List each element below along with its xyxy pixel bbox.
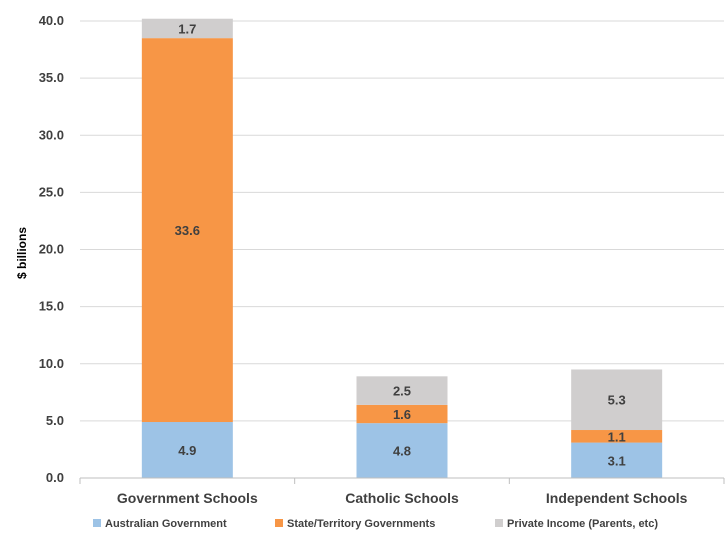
data-label: 4.9 <box>178 443 196 458</box>
y-tick-label: 5.0 <box>46 413 64 428</box>
y-tick-label: 15.0 <box>39 299 64 314</box>
data-label: 1.6 <box>393 407 411 422</box>
data-label: 33.6 <box>175 223 200 238</box>
data-label: 1.7 <box>178 21 196 36</box>
bars <box>141 18 663 478</box>
bar-segment <box>141 422 233 478</box>
x-axis: Government Schools Catholic Schools Indepe… <box>79 477 725 506</box>
bar-segment <box>356 376 448 405</box>
data-label: 4.8 <box>393 444 411 459</box>
y-tick-label: 0.0 <box>46 470 64 485</box>
legend-swatch <box>495 519 503 527</box>
y-tick-label: 35.0 <box>39 70 64 85</box>
x-category-label: Independent Schools <box>546 490 688 506</box>
legend-label: State/Territory Governments <box>287 518 435 530</box>
bar-segment <box>141 38 233 423</box>
data-label: 1.1 <box>608 429 626 444</box>
bar-segment <box>356 404 448 424</box>
bar-segment <box>571 430 663 443</box>
legend: Australian Government State/Territory Gov… <box>93 518 658 530</box>
legend-label: Australian Government <box>105 518 227 530</box>
bar-segment <box>356 423 448 478</box>
x-category-label: Government Schools <box>117 490 258 506</box>
y-tick-label: 40.0 <box>39 13 64 28</box>
bar-segment <box>571 442 663 478</box>
y-tick-label: 10.0 <box>39 356 64 371</box>
y-tick-label: 25.0 <box>39 184 64 199</box>
data-label: 5.3 <box>608 393 626 408</box>
y-tick-label: 20.0 <box>39 242 64 257</box>
bar-segment <box>571 369 663 431</box>
x-category-label: Catholic Schools <box>345 490 459 506</box>
y-axis: 0.0 5.0 10.0 15.0 20.0 25.0 30.0 35.0 40.0 <box>39 13 64 485</box>
legend-label: Private Income (Parents, etc) <box>507 518 658 530</box>
bar-segment <box>141 18 233 39</box>
data-label: 3.1 <box>608 453 626 468</box>
legend-swatch <box>93 519 101 527</box>
y-tick-label: 30.0 <box>39 127 64 142</box>
data-label: 2.5 <box>393 384 411 399</box>
legend-swatch <box>275 519 283 527</box>
y-axis-title: $ billions <box>15 227 29 279</box>
data-labels: 4.9 33.6 1.7 4.8 1.6 2.5 3.1 1.1 5.3 <box>175 21 626 468</box>
